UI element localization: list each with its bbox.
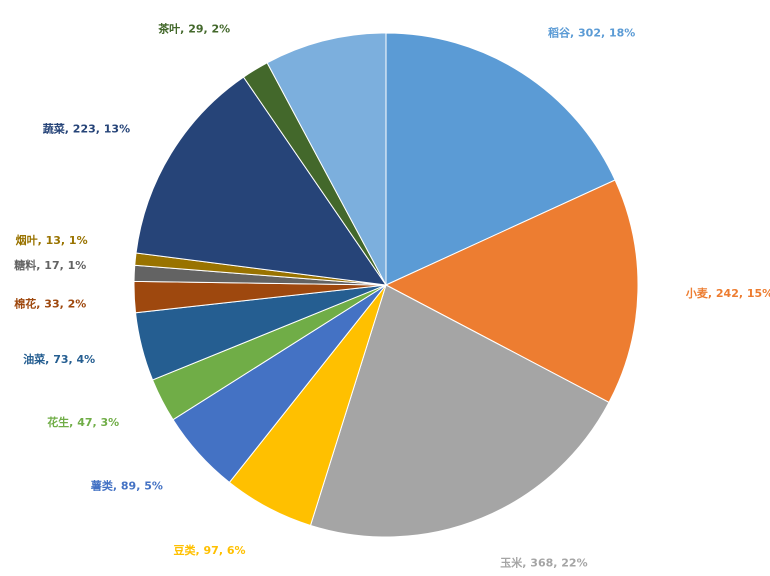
slice-label-1: 稻谷, 302, 18% [548, 26, 635, 40]
slice-label-9: 糖料, 17, 1% [14, 258, 86, 272]
pie-slice-1 [385, 32, 616, 286]
slice-label-13: 水果, 130, 8% [233, 0, 313, 1]
slice-label-6: 花生, 47, 3% [47, 415, 119, 429]
slice-label-5: 薯类, 89, 5% [90, 479, 163, 493]
pie-slice-2 [384, 179, 639, 404]
slice-label-8: 棉花, 33, 2% [14, 296, 86, 310]
slice-label-10: 烟叶, 13, 1% [16, 233, 88, 247]
pie-slices [133, 32, 639, 538]
slice-label-4: 豆类, 97, 6% [174, 543, 246, 557]
slice-label-3: 玉米, 368, 22% [500, 555, 587, 569]
slice-label-11: 蔬菜, 223, 13% [43, 122, 130, 136]
pie-slice-13 [266, 32, 387, 286]
slice-label-2: 小麦, 242, 15% [685, 286, 770, 300]
pie-slice-3 [309, 284, 610, 538]
pie-labels: 稻谷, 302, 18% 小麦, 242, 15% 玉米, 368, 22% 豆类, … [14, 0, 770, 569]
slice-label-12: 茶叶, 29, 2% [157, 22, 230, 36]
slice-label-7: 油菜, 73, 4% [23, 352, 95, 366]
pie-slice-11 [135, 76, 388, 286]
